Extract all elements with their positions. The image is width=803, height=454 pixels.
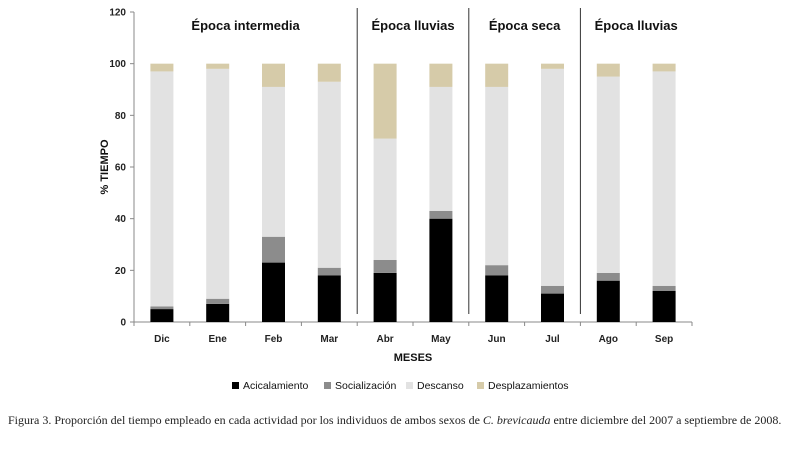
bar-segment	[485, 63, 509, 87]
bar-segment	[485, 265, 509, 276]
bar-segment	[429, 63, 453, 87]
y-tick-label: 100	[109, 59, 126, 70]
bar-segment	[652, 71, 676, 286]
bar-segment	[150, 306, 174, 310]
bar-segment	[596, 63, 620, 77]
figure-caption: Figura 3. Proporción del tiempo empleado…	[8, 413, 798, 428]
bar-segment	[373, 260, 397, 273]
x-tick-label: Ene	[209, 334, 228, 345]
bar-segment	[373, 138, 397, 260]
bar-segment	[262, 262, 285, 322]
bar-segment	[596, 272, 620, 281]
period-label: Época lluvias	[371, 18, 454, 33]
bar-segment	[596, 280, 620, 322]
bar-segment	[206, 303, 230, 322]
bar-segment	[652, 285, 676, 291]
legend-label: Acicalamiento	[243, 380, 309, 392]
bar-segment	[429, 210, 453, 219]
period-label: Época intermedia	[191, 18, 300, 33]
bar-segment	[373, 63, 397, 139]
x-tick-label: May	[431, 334, 451, 345]
bar-segment	[150, 309, 174, 322]
x-tick-label: Dic	[154, 334, 170, 345]
bar-segment	[317, 63, 341, 82]
bar-segment	[373, 272, 397, 322]
bar-segment	[652, 291, 676, 322]
bar-segment	[485, 275, 509, 322]
caption-prefix: Figura 3. Proporción del tiempo empleado…	[8, 413, 483, 427]
legend-label: Desplazamientos	[488, 380, 569, 392]
period-label: Época lluvias	[595, 18, 678, 33]
caption-suffix: entre diciembre del 2007 a septiembre de…	[550, 413, 782, 427]
x-tick-label: Mar	[320, 334, 338, 345]
legend-swatch	[477, 382, 484, 389]
bar-segment	[262, 236, 285, 263]
period-label: Época seca	[489, 18, 561, 33]
bar-segment	[541, 68, 564, 286]
bar-segment	[541, 285, 564, 294]
bar-segment	[150, 71, 174, 307]
x-tick-label: Jul	[545, 334, 560, 345]
legend-label: Descanso	[417, 380, 464, 392]
legend-swatch	[232, 382, 239, 389]
y-axis-title: % TIEMPO	[99, 139, 111, 194]
stacked-bar-chart: 0 20 40 60 80 100 120 Dic Ene Feb Mar Abr May Jun Jul A…	[99, 8, 693, 392]
bar-segment	[541, 293, 564, 322]
bar-segment	[206, 63, 230, 69]
y-tick-label: 40	[115, 214, 127, 225]
bar-segment	[317, 275, 341, 322]
bar-segment	[429, 218, 453, 322]
legend-label: Socialización	[335, 380, 396, 392]
x-axis-title: MESES	[394, 352, 433, 364]
bar-segment	[652, 63, 676, 72]
x-tick-label: Ago	[599, 334, 618, 345]
legend-swatch	[324, 382, 331, 389]
bar-segment	[485, 86, 509, 266]
x-tick-label: Abr	[376, 334, 393, 345]
chart-container: 0 20 40 60 80 100 120 Dic Ene Feb Mar Abr May Jun Jul A…	[99, 8, 693, 392]
y-tick-label: 120	[109, 8, 126, 19]
bar-segment	[541, 63, 564, 69]
y-tick-label: 0	[120, 318, 126, 329]
bar-segment	[317, 81, 341, 268]
y-tick-label: 20	[115, 266, 127, 277]
caption-species: C. brevicauda	[482, 413, 551, 427]
x-tick-label: Jun	[488, 334, 506, 345]
y-tick-label: 60	[115, 163, 127, 174]
legend-swatch	[406, 382, 413, 389]
bar-segment	[262, 86, 285, 237]
x-tick-label: Sep	[655, 334, 673, 345]
bar-segment	[262, 63, 285, 87]
bar-segment	[206, 68, 230, 299]
bar-segment	[429, 86, 453, 211]
bar-segment	[206, 298, 230, 304]
bar-segment	[150, 63, 174, 72]
bar-segment	[596, 76, 620, 273]
bar-segment	[317, 267, 341, 276]
x-tick-label: Feb	[265, 334, 283, 345]
y-tick-label: 80	[115, 111, 127, 122]
